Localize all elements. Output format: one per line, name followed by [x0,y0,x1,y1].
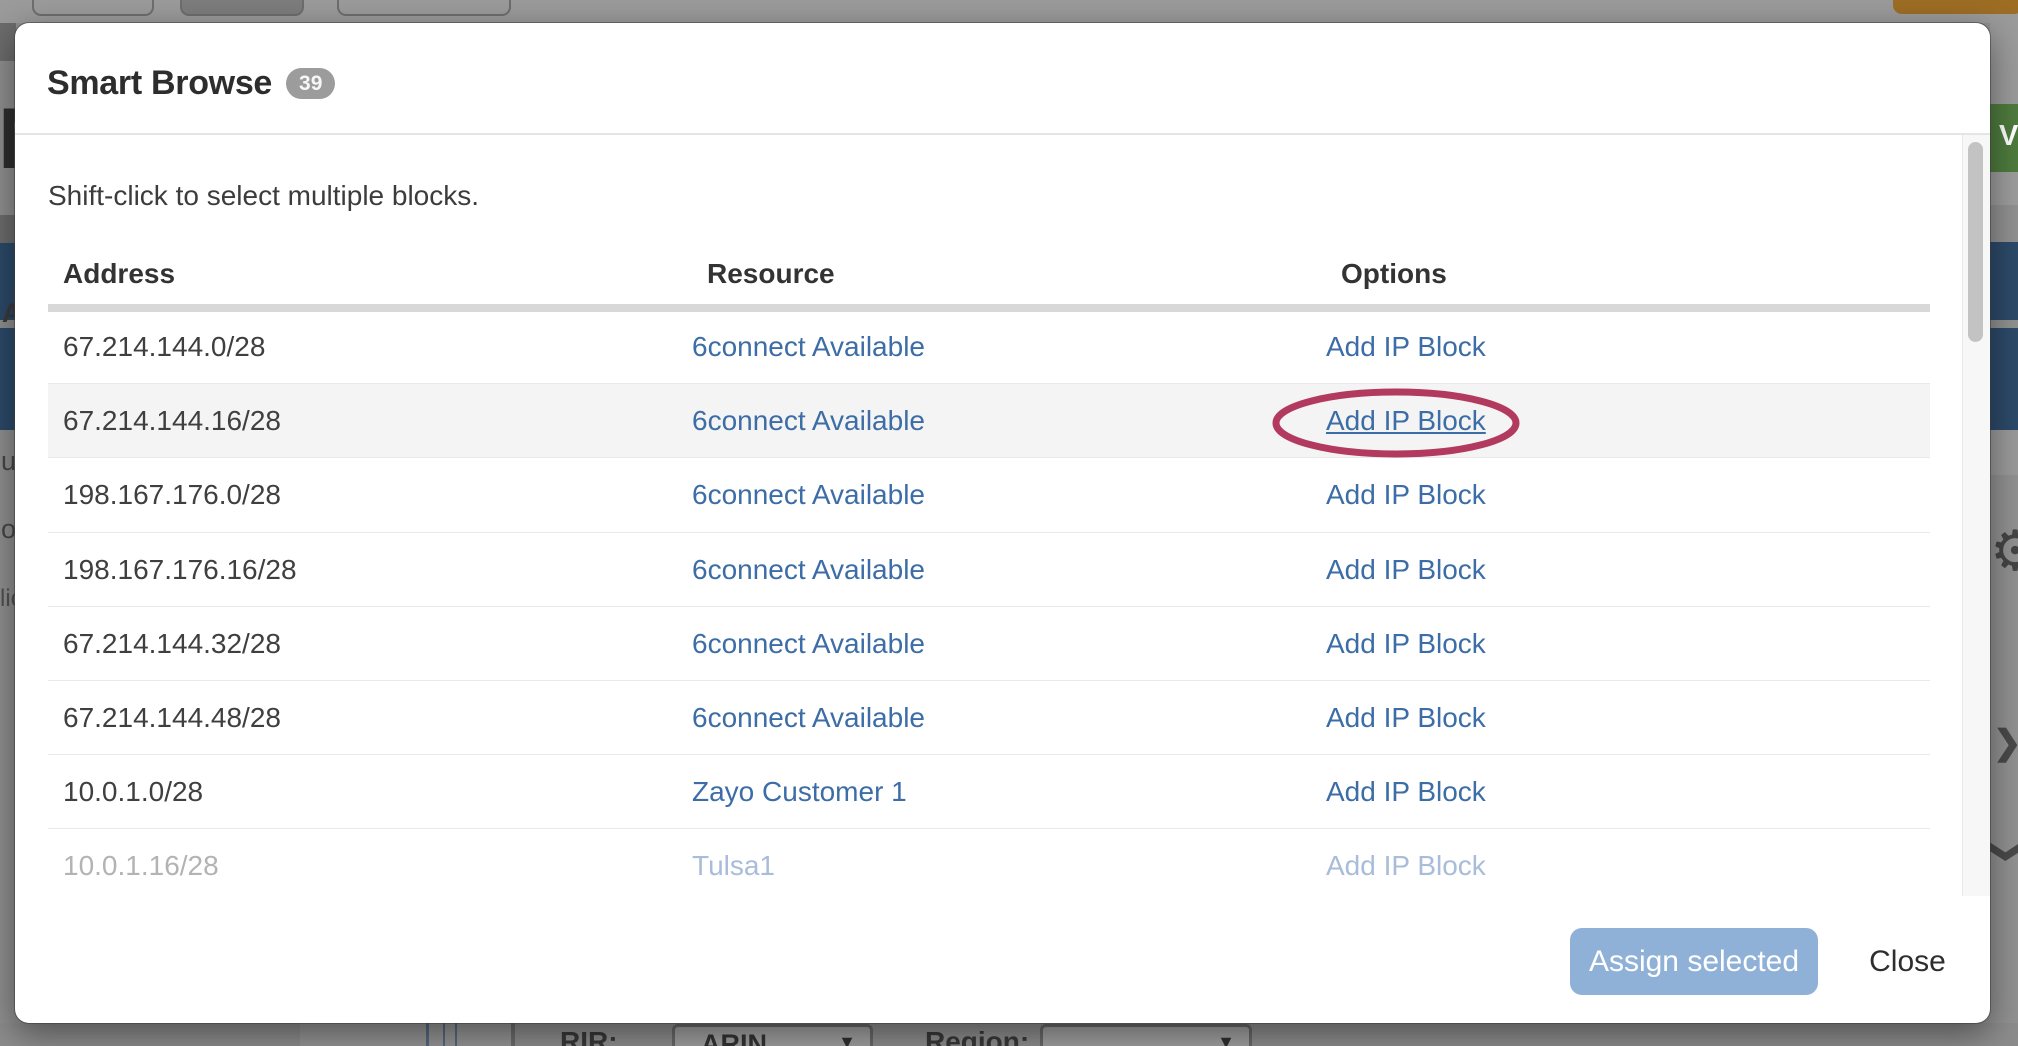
resource-cell: 6connect Available [692,681,1326,754]
table-row[interactable]: 10.0.1.16/28 Tulsa1 Add IP Block [48,829,1930,896]
dimmed-text-fragment: u [1,446,17,476]
resource-cell: 6connect Available [692,533,1326,606]
dimmed-button-3 [337,0,511,16]
resource-link[interactable]: Zayo Customer 1 [692,776,907,808]
add-ip-block-link[interactable]: Add IP Block [1326,776,1486,808]
address-cell[interactable]: 198.167.176.16/28 [63,553,297,585]
dimmed-panel [300,1023,512,1046]
dimmed-table-border [511,1023,515,1046]
table-rows: 67.214.144.0/28 6connect Available Add I… [48,310,1930,896]
address-cell[interactable]: 67.214.144.48/28 [63,701,281,733]
column-header-resource: Resource [707,258,835,289]
chevron-down-icon: ❯ [1990,837,2018,866]
resource-cell: 6connect Available [692,310,1326,383]
rir-select: ARIN ▼ [672,1024,873,1046]
dimmed-band [1990,23,2018,104]
dimmed-page-bottom: RIR: ARIN ▼ Region: ▼ [0,1023,2018,1046]
resource-cell: 6connect Available [692,384,1326,457]
options-cell: Add IP Block [1326,755,1930,828]
gear-icon: ⚙ [1990,519,2018,582]
close-button[interactable]: Close [1869,945,1946,978]
address-cell[interactable]: 67.214.144.16/28 [63,405,281,437]
modal-title-text: Smart Browse [47,64,273,102]
region-select: ▼ [1040,1024,1252,1046]
rir-select-value: ARIN [701,1029,767,1046]
address-cell[interactable]: 198.167.176.0/28 [63,479,281,511]
options-cell: Add IP Block [1326,533,1930,606]
dimmed-view-tab: V [1990,104,2018,172]
options-cell: Add IP Block [1326,607,1930,680]
resource-cell: 6connect Available [692,607,1326,680]
column-header-address: Address [63,258,176,289]
header-separator [48,304,1930,312]
dimmed-band [1990,172,2018,205]
table-row[interactable]: 67.214.144.32/28 6connect Available Add … [48,607,1930,681]
dimmed-orange-button [1893,0,2018,14]
resource-link[interactable]: 6connect Available [692,553,925,585]
dimmed-page-right: V ⚙ ❯ ❯ [1990,23,2018,1023]
dimmed-block [0,23,16,61]
dimmed-table-border [426,1023,429,1046]
header-divider [15,133,1990,135]
add-ip-block-link[interactable]: Add IP Block [1326,331,1486,362]
table-row[interactable]: 198.167.176.0/28 6connect Available Add … [48,458,1930,533]
options-cell: Add IP Block [1326,829,1930,896]
dimmed-table-border [443,1023,445,1046]
resource-cell: 6connect Available [692,458,1326,531]
add-ip-block-link[interactable]: Add IP Block [1326,405,1486,437]
smart-browse-modal: Smart Browse 39 Shift-click to select mul… [15,23,1990,1023]
dimmed-navy-bar [1990,328,2018,430]
resource-link[interactable]: 6connect Available [692,701,925,733]
address-cell[interactable]: 10.0.1.16/28 [63,850,219,882]
resource-link[interactable]: 6connect Available [692,331,925,362]
rir-label: RIR: [560,1026,618,1046]
table-row[interactable]: 10.0.1.0/28 Zayo Customer 1 Add IP Block [48,755,1930,830]
dimmed-block [0,215,16,243]
resource-cell: Tulsa1 [692,829,1326,896]
add-ip-block-link[interactable]: Add IP Block [1326,850,1486,882]
add-ip-block-link[interactable]: Add IP Block [1326,479,1486,511]
table-row[interactable]: 198.167.176.16/28 6connect Available Add… [48,533,1930,607]
options-cell: Add IP Block [1326,310,1930,383]
dimmed-button-1 [32,0,154,16]
resource-link[interactable]: 6connect Available [692,405,925,437]
address-cell[interactable]: 67.214.144.32/28 [63,627,281,659]
chevron-right-icon: ❯ [1993,723,2018,763]
dimmed-navy-bar [0,243,16,320]
options-cell: Add IP Block [1326,384,1930,457]
dimmed-text-fragment: o [1,514,17,544]
add-ip-block-link[interactable]: Add IP Block [1326,627,1486,659]
dimmed-table-border [455,1023,457,1046]
dimmed-page-left: N A u o lic [0,23,60,1023]
add-ip-block-link[interactable]: Add IP Block [1326,701,1486,733]
address-cell[interactable]: 67.214.144.0/28 [63,331,266,362]
resource-link[interactable]: 6connect Available [692,479,925,511]
dimmed-page-top [0,0,2018,23]
dimmed-band [1990,430,2018,475]
table-row[interactable]: 67.214.144.16/28 6connect Available Add … [48,384,1930,459]
assign-selected-button[interactable]: Assign selected [1570,928,1818,995]
resource-link[interactable]: Tulsa1 [692,850,776,882]
dimmed-navy-bar [1990,242,2018,320]
dimmed-button-2 [180,0,304,16]
hint-text: Shift-click to select multiple blocks. [48,180,480,211]
dimmed-navy-bar [0,328,16,430]
table-header: Address Resource Options [48,258,1930,289]
scrollbar-thumb[interactable] [1968,142,1983,342]
add-ip-block-link[interactable]: Add IP Block [1326,553,1486,585]
count-badge: 39 [286,68,336,99]
options-cell: Add IP Block [1326,681,1930,754]
region-label: Region: [925,1026,1030,1046]
column-header-options: Options [1341,258,1447,289]
resource-link[interactable]: 6connect Available [692,627,925,659]
table-row[interactable]: 67.214.144.0/28 6connect Available Add I… [48,310,1930,385]
dropdown-arrow-icon: ▼ [838,1032,856,1046]
dropdown-arrow-icon: ▼ [1217,1032,1235,1046]
options-cell: Add IP Block [1326,458,1930,531]
address-cell[interactable]: 10.0.1.0/28 [63,776,204,808]
table-row[interactable]: 67.214.144.48/28 6connect Available Add … [48,681,1930,756]
modal-title: Smart Browse 39 [47,63,336,103]
resource-cell: Zayo Customer 1 [692,755,1326,828]
